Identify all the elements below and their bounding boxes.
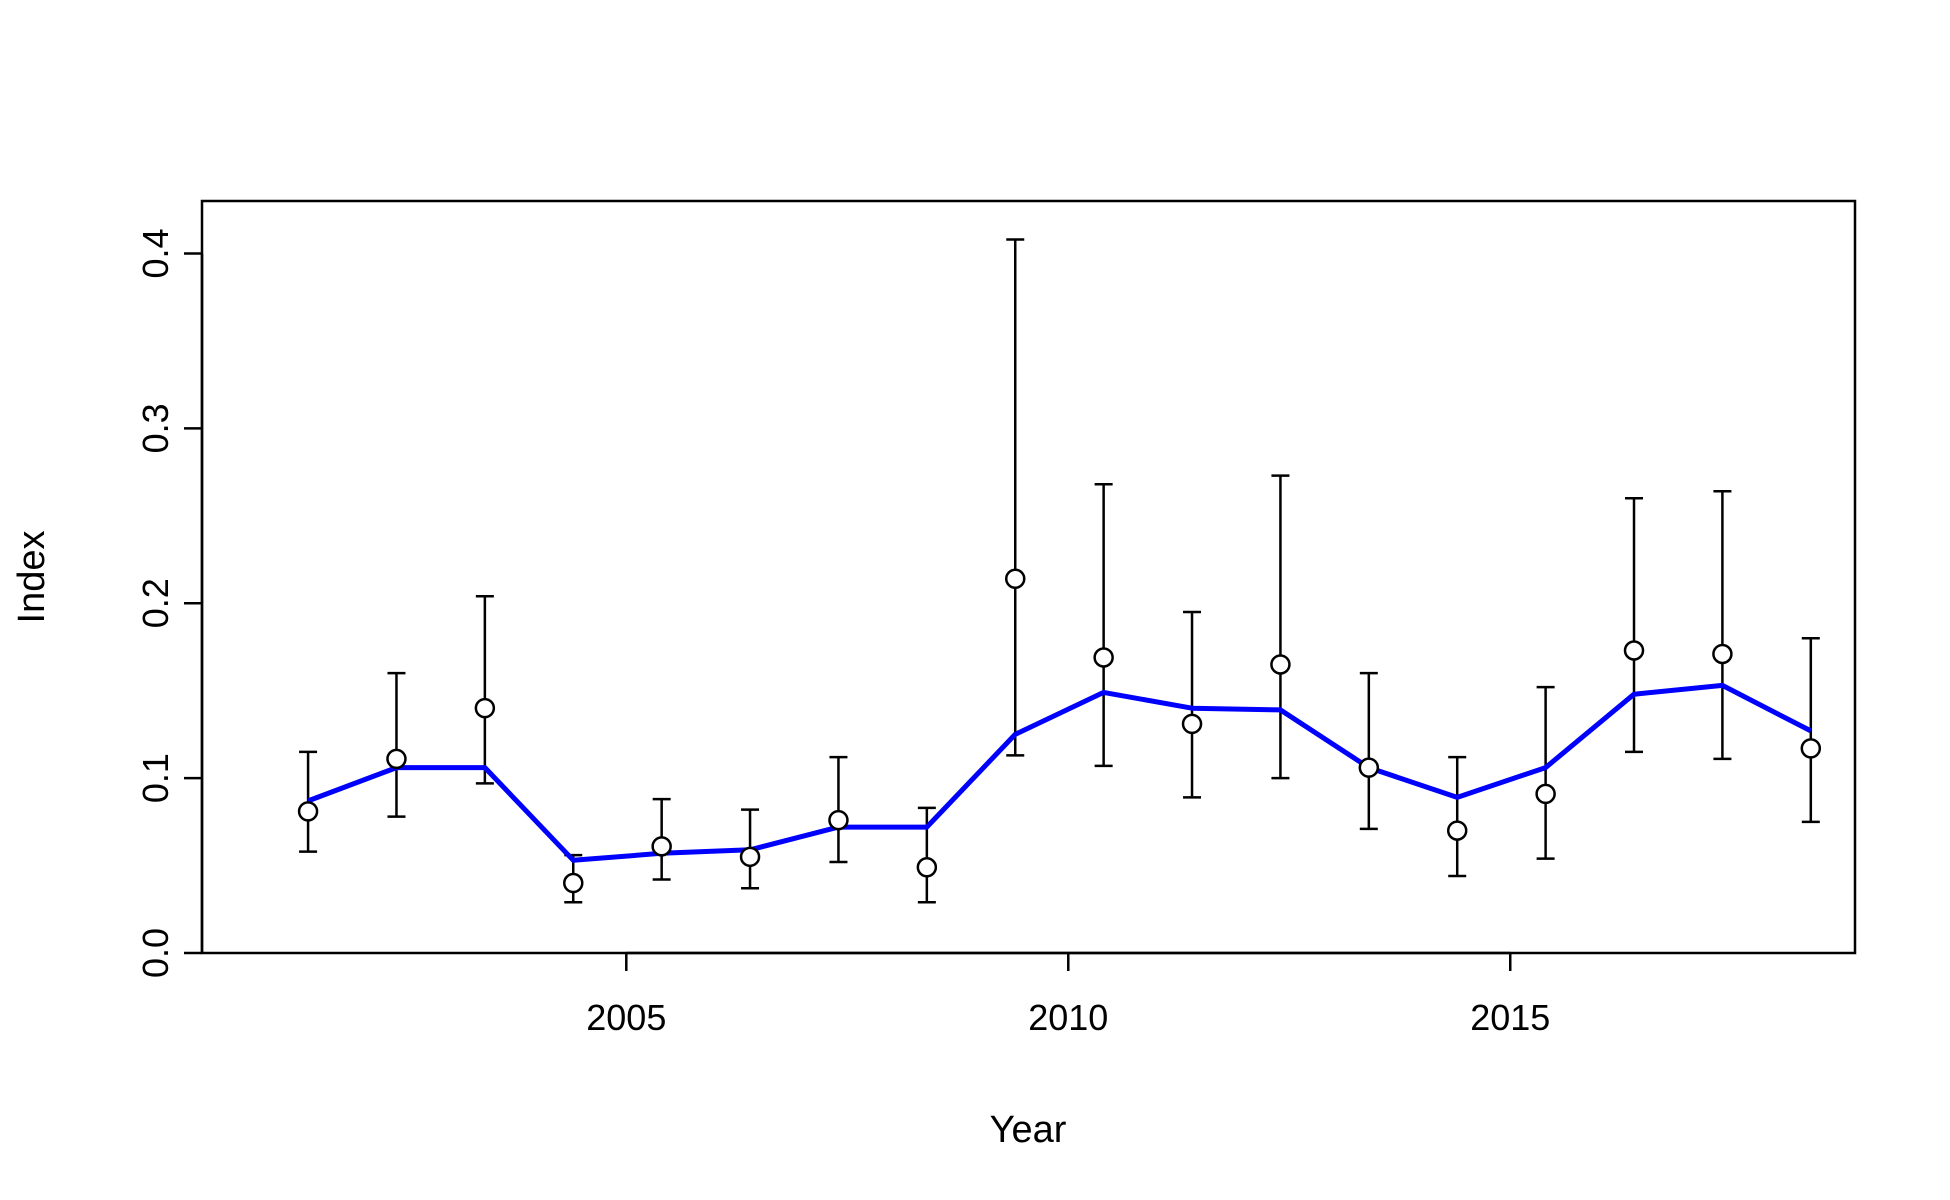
observed-point <box>651 836 672 857</box>
observed-point <box>1800 738 1822 759</box>
observed-point <box>1623 640 1645 661</box>
error-bars <box>299 238 1820 904</box>
observed-point <box>916 857 938 878</box>
y-tick-label: 0.3 <box>135 403 176 453</box>
y-tick-label: 0.1 <box>135 753 176 803</box>
y-tick-label: 0.4 <box>135 228 176 278</box>
x-tick-label: 2010 <box>1028 997 1108 1038</box>
observed-point <box>563 872 584 894</box>
y-tick-label: 0.2 <box>135 578 176 628</box>
observed-point <box>386 748 407 770</box>
observed-point <box>1270 654 1291 675</box>
x-tick-label: 2015 <box>1470 997 1550 1038</box>
observed-point <box>1446 820 1468 841</box>
observed-point <box>1358 757 1380 778</box>
observed-point <box>1093 647 1114 668</box>
x-axis-label: Year <box>990 1109 1067 1151</box>
observed-points <box>297 568 1822 894</box>
observed-point <box>1535 783 1556 805</box>
x-axis: 2005 2010 2015 <box>586 951 1550 1038</box>
y-tick-label: 0.0 <box>135 928 176 978</box>
fitted-line <box>307 682 1812 863</box>
observed-point <box>297 801 319 822</box>
y-axis-label: Index <box>11 531 53 624</box>
y-axis: 0.0 0.1 0.2 0.3 0.4 <box>135 228 204 978</box>
observed-point <box>1004 568 1026 589</box>
x-tick-label: 2005 <box>586 997 666 1038</box>
observed-point <box>474 697 496 719</box>
observed-point <box>828 809 849 831</box>
observed-point <box>1181 713 1203 735</box>
plot-frame <box>200 199 1857 955</box>
observed-point <box>1712 643 1733 665</box>
fitted-line-path <box>307 682 1812 863</box>
observed-point <box>739 846 761 868</box>
